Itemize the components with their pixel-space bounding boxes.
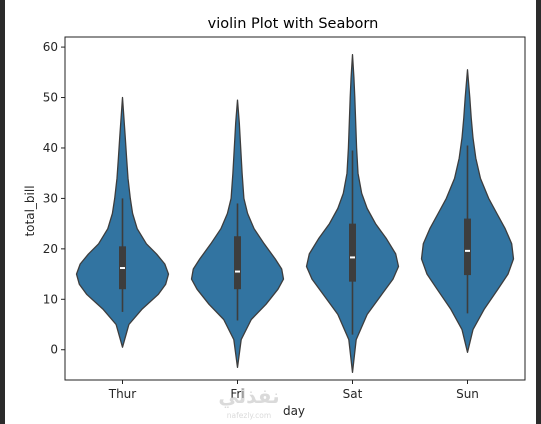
watermark-logo-text: نفذلي — [218, 384, 279, 409]
x-tick-label-sat: Sat — [343, 387, 363, 401]
iqr-box-sun — [464, 218, 471, 276]
violin-chart: violin Plot with Seaborn 0 10 20 30 40 50 60 Th… — [23, 16, 526, 420]
x-tick-label-sun: Sun — [456, 387, 479, 401]
iqr-box-sat — [349, 223, 356, 282]
y-tick-label: 60 — [43, 40, 58, 54]
x-tick-label-fri: Fri — [230, 387, 244, 401]
y-axis-label: total_bill — [23, 185, 37, 236]
plot-frame — [64, 36, 526, 381]
figure-canvas: violin Plot with Seaborn 0 10 20 30 40 50 60 Th… — [5, 0, 536, 424]
chart-title: violin Plot with Seaborn — [208, 16, 379, 32]
y-tick-label: 40 — [43, 141, 58, 155]
y-tick-label: 20 — [43, 242, 58, 256]
y-tick-label: 50 — [43, 91, 58, 105]
plot-area: 0 10 20 30 40 50 60 Thur Fri Sat Sun — [43, 36, 526, 401]
x-axis-label: day — [283, 404, 305, 418]
y-tick-label: 10 — [43, 292, 58, 306]
iqr-box-fri — [234, 236, 241, 290]
watermark-url-text: nafezly.com — [227, 411, 271, 420]
watermark: نفذلي nafezly.com — [218, 384, 279, 420]
y-tick-label: 0 — [50, 343, 58, 357]
x-tick-label-thur: Thur — [108, 387, 137, 401]
y-tick-label: 30 — [43, 191, 58, 205]
